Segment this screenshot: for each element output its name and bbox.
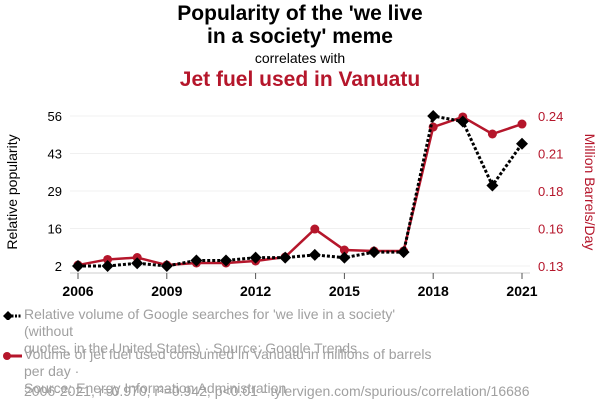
- series-google-searches: [72, 110, 528, 272]
- data-point-google-searches: [220, 254, 232, 267]
- data-point-google-searches: [397, 246, 410, 259]
- y-right-tick-label: 0.13: [538, 259, 563, 274]
- x-tick-label: 2012: [240, 283, 271, 299]
- data-point-google-searches: [160, 260, 173, 272]
- series-line-google-searches: [78, 114, 524, 268]
- x-tick-label: 2006: [62, 283, 93, 299]
- x-axis-ticks: 2006 2009 2012 2015 2018 2021: [62, 273, 538, 299]
- data-point-jet-fuel: [339, 245, 349, 255]
- legend-dotted-diamond-icon: [3, 311, 22, 320]
- grid-lines: [70, 115, 530, 267]
- legend-item-google-searches: Relative volume of Google searches for '…: [3, 306, 444, 357]
- legend-text-line2: Source: Energy Information Administratio…: [24, 380, 287, 396]
- x-tick-label: 2018: [418, 283, 449, 299]
- series-line-jet-fuel: [77, 115, 523, 267]
- y-left-tick-label: 16: [48, 222, 62, 237]
- legend-text-line1: Relative volume of Google searches for '…: [24, 306, 396, 339]
- data-point-jet-fuel: [487, 129, 497, 139]
- legend-item-jet-fuel: Volume of jet fuel used consumed in Vanu…: [3, 346, 444, 397]
- y-right-tick-label: 0.16: [538, 222, 563, 237]
- data-point-google-searches: [486, 179, 499, 192]
- data-point-google-searches: [338, 251, 351, 264]
- y-right-tick-label: 0.21: [538, 147, 563, 162]
- data-point-google-searches: [249, 251, 262, 264]
- y-axis-left-ticks: 2 16 29 43 56: [48, 109, 62, 274]
- y-axis-right-label: Million Barrels/Day: [582, 134, 598, 251]
- data-point-google-searches: [308, 248, 321, 261]
- data-point-google-searches: [72, 260, 84, 272]
- y-right-tick-label: 0.24: [538, 109, 563, 124]
- data-point-google-searches: [101, 260, 114, 272]
- y-left-tick-label: 29: [48, 184, 62, 199]
- x-tick-label: 2009: [151, 283, 182, 299]
- y-left-tick-label: 2: [55, 259, 62, 274]
- data-point-google-searches: [368, 246, 380, 259]
- y-axis-right-ticks: 0.13 0.16 0.18 0.21 0.24: [538, 109, 563, 274]
- chart-title-secondary: Jet fuel used in Vanuatu: [179, 68, 421, 91]
- data-point-google-searches: [131, 257, 144, 270]
- y-left-tick-label: 43: [48, 147, 62, 162]
- y-left-tick-label: 56: [48, 109, 62, 124]
- data-point-google-searches: [279, 251, 292, 264]
- data-point-jet-fuel: [310, 224, 320, 234]
- chart-title: Popularity of the 'we live in a society'…: [177, 2, 423, 48]
- legend-text-line2: quotes, in the United States) · Source: …: [24, 340, 358, 356]
- data-point-google-searches: [190, 254, 203, 267]
- data-point-google-searches: [456, 115, 469, 128]
- data-point-jet-fuel: [103, 254, 113, 264]
- x-tick-label: 2015: [329, 283, 360, 299]
- legend-circle-line-icon: [3, 352, 22, 360]
- footer-stats: 2006-2021, r=0.970, r²=0.942, p<0.01 · t…: [24, 383, 530, 399]
- y-axis-left-label: Relative popularity: [4, 134, 20, 249]
- chart-subtitle: correlates with: [254, 50, 346, 66]
- data-point-google-searches: [427, 110, 440, 122]
- legend-text-line1: Volume of jet fuel used consumed in Vanu…: [24, 346, 432, 379]
- y-right-tick-label: 0.18: [538, 184, 563, 199]
- data-point-google-searches: [516, 137, 528, 150]
- x-tick-label: 2021: [506, 283, 537, 299]
- data-point-jet-fuel: [517, 119, 527, 129]
